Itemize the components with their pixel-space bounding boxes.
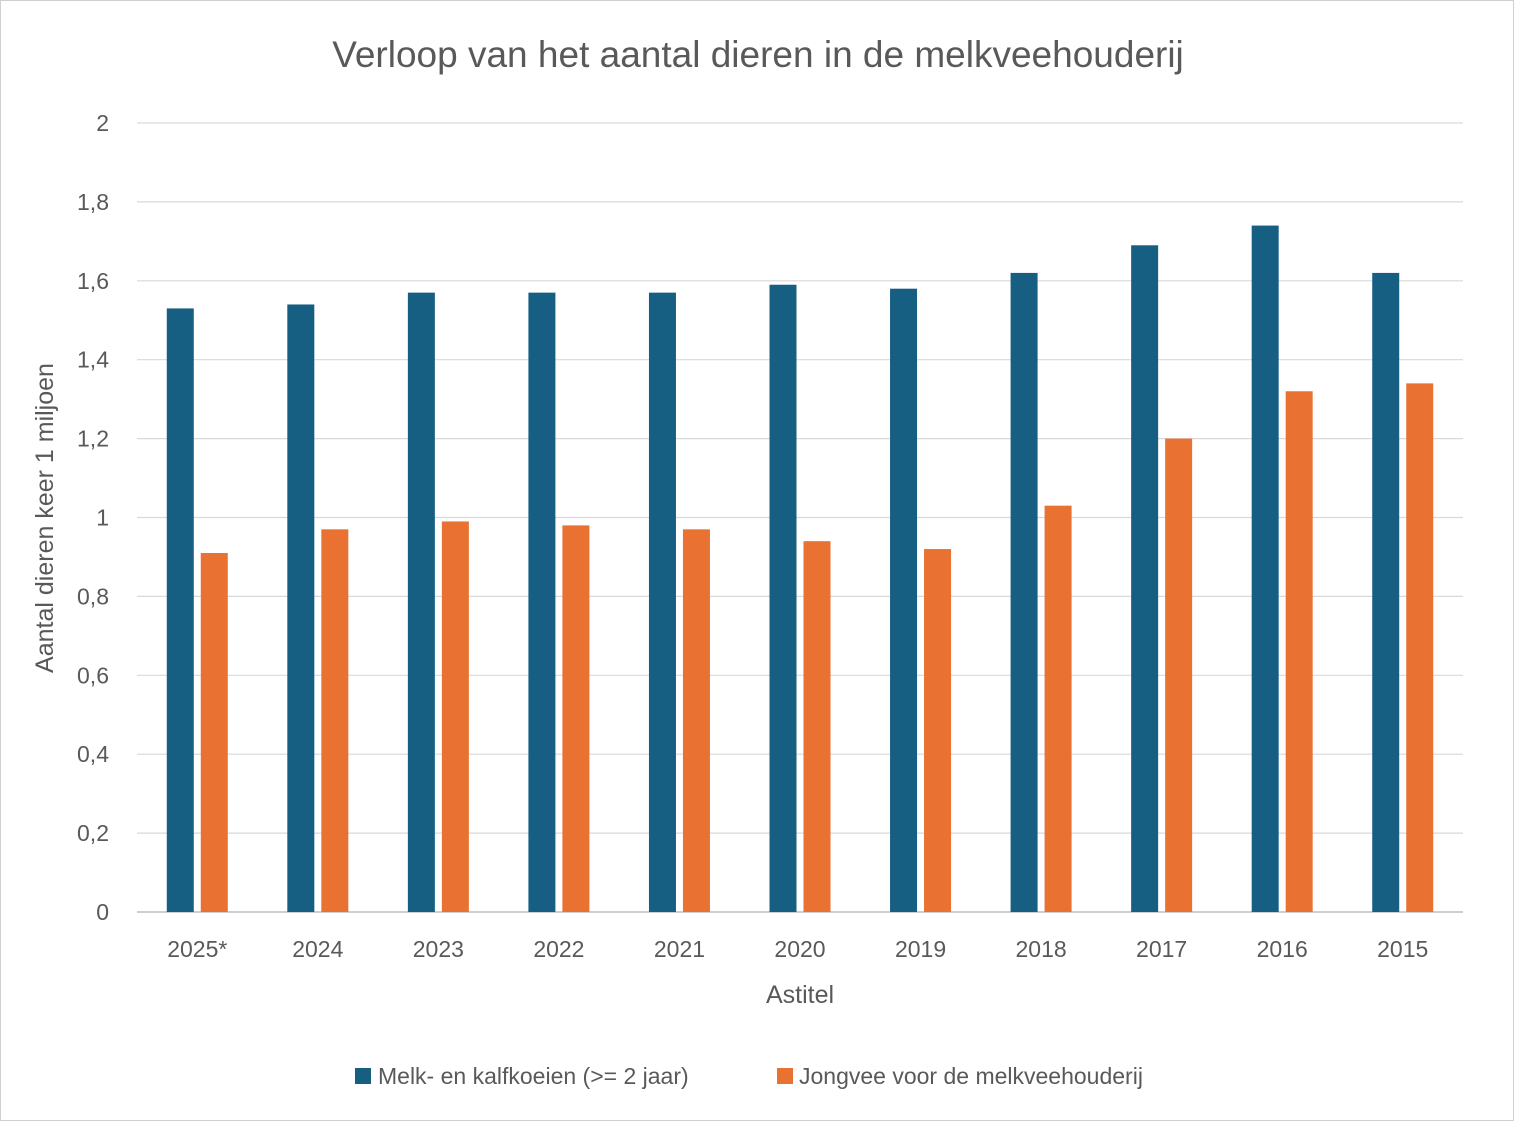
bar-jongvee-2017 xyxy=(1165,438,1193,912)
y-tick-label: 1 xyxy=(96,505,109,531)
bar-melk-kalfkoeien-2018 xyxy=(1010,272,1038,912)
bar-melk-kalfkoeien-2020 xyxy=(769,284,797,912)
bar-melk-kalfkoeien-2016 xyxy=(1251,225,1279,912)
bar-melk-kalfkoeien-2024 xyxy=(287,304,315,913)
y-tick-label: 0,2 xyxy=(77,820,109,846)
bar-melk-kalfkoeien-2021 xyxy=(648,292,676,912)
y-tick-label: 1,8 xyxy=(77,189,109,215)
y-tick-label: 1,4 xyxy=(77,347,109,373)
y-tick-label: 0,6 xyxy=(77,662,109,688)
y-tick-label: 1,2 xyxy=(77,426,109,452)
legend: Melk- en kalfkoeien (>= 2 jaar) Jongvee v… xyxy=(355,1063,1143,1089)
x-axis-title: Astitel xyxy=(766,981,834,1009)
y-tick-label: 0 xyxy=(96,899,109,925)
bar-jongvee-2018 xyxy=(1044,505,1072,912)
x-tick-label: 2025* xyxy=(167,936,227,962)
bar-jongvee-2023 xyxy=(441,521,469,912)
bar-melk-kalfkoeien-2025* xyxy=(166,308,194,912)
bar-melk-kalfkoeien-2017 xyxy=(1131,245,1159,913)
x-tick-label: 2017 xyxy=(1136,936,1187,962)
x-tick-label: 2024 xyxy=(292,936,343,962)
x-tick-label: 2018 xyxy=(1016,936,1067,962)
chart-title: Verloop van het aantal dieren in de melk… xyxy=(332,34,1184,75)
bars xyxy=(166,225,1434,913)
bar-jongvee-2021 xyxy=(682,529,710,912)
x-tick-label: 2016 xyxy=(1257,936,1308,962)
y-tick-label: 2 xyxy=(96,110,109,136)
y-axis-ticks: 0 0,2 0,4 0,6 0,8 1 1,2 1,4 1,6 1,8 2 xyxy=(77,110,109,925)
legend-swatch xyxy=(777,1068,793,1084)
x-tick-label: 2015 xyxy=(1377,936,1428,962)
bar-melk-kalfkoeien-2023 xyxy=(407,292,435,912)
bar-melk-kalfkoeien-2015 xyxy=(1372,272,1400,912)
bar-jongvee-2016 xyxy=(1285,391,1313,912)
gridlines xyxy=(137,122,1463,913)
y-axis-title: Aantal dieren keer 1 miljoen xyxy=(31,363,59,673)
y-tick-label: 0,8 xyxy=(77,583,109,609)
x-tick-label: 2019 xyxy=(895,936,946,962)
y-tick-label: 0,4 xyxy=(77,741,109,767)
legend-swatch xyxy=(355,1068,371,1084)
legend-label: Melk- en kalfkoeien (>= 2 jaar) xyxy=(378,1063,689,1089)
bar-jongvee-2025* xyxy=(200,553,228,912)
bar-jongvee-2020 xyxy=(803,541,831,912)
x-axis-ticks: 2025* 2024 2023 2022 2021 2020 2019 2018 2017 201… xyxy=(167,936,1428,962)
y-tick-label: 1,6 xyxy=(77,268,109,294)
x-tick-label: 2021 xyxy=(654,936,705,962)
bar-jongvee-2019 xyxy=(924,549,952,912)
x-tick-label: 2023 xyxy=(413,936,464,962)
bar-jongvee-2024 xyxy=(321,529,349,912)
x-tick-label: 2020 xyxy=(774,936,825,962)
bar-jongvee-2022 xyxy=(562,525,590,912)
x-tick-label: 2022 xyxy=(533,936,584,962)
bar-melk-kalfkoeien-2019 xyxy=(890,288,918,912)
bar-jongvee-2015 xyxy=(1406,383,1434,912)
bar-melk-kalfkoeien-2022 xyxy=(528,292,556,912)
legend-label: Jongvee voor de melkveehouderij xyxy=(799,1063,1143,1089)
